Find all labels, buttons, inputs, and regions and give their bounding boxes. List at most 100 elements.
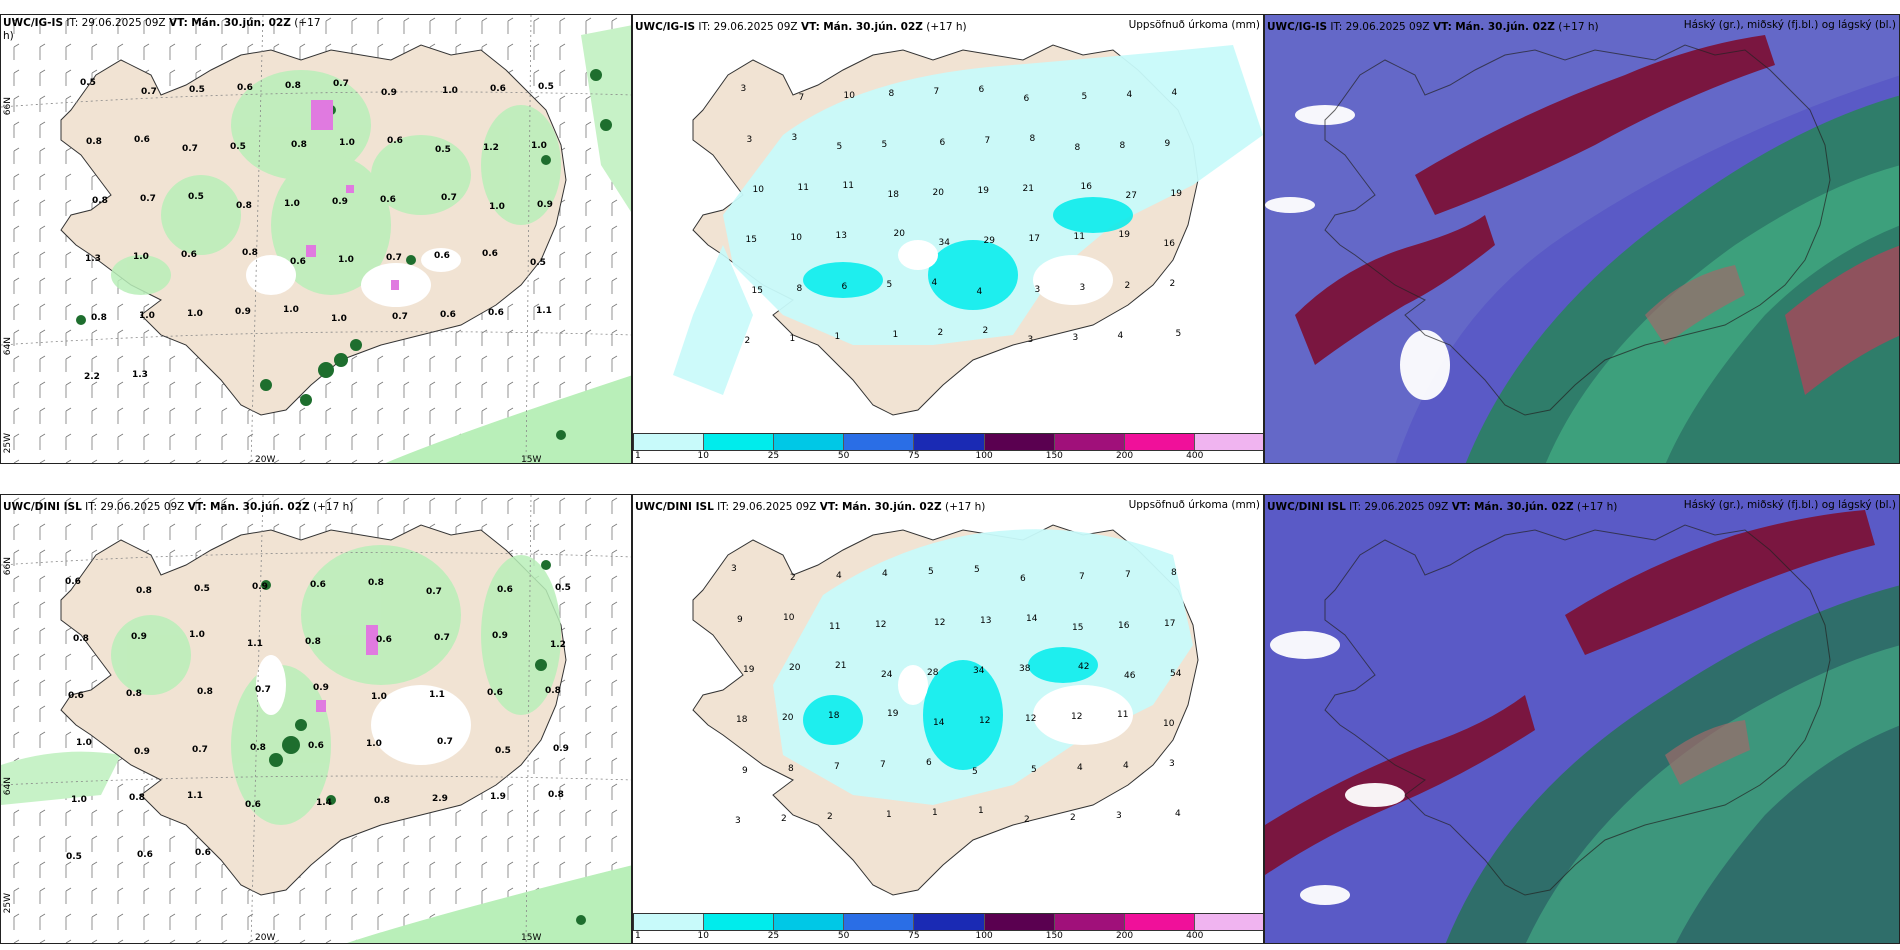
legend-swatch — [634, 914, 705, 930]
map-value-label: 11 — [1073, 232, 1085, 243]
panel-5-accum-precip-dini: UWC/DINI ISL IT: 29.06.2025 09Z VT: Mán.… — [632, 494, 1264, 944]
map-value-label: 0.8 — [305, 637, 321, 647]
legend-swatch — [1054, 434, 1125, 450]
map-value-label: 0.6 — [482, 249, 498, 260]
map-value-label: 0.7 — [182, 144, 198, 154]
map-value-label: 28 — [927, 667, 939, 678]
legend-tick-label: 25 — [767, 451, 780, 461]
map-value-label: 7 — [1079, 572, 1085, 583]
map-value-label: 0.8 — [548, 790, 564, 800]
panel-5-header: UWC/DINI ISL IT: 29.06.2025 09Z VT: Mán.… — [635, 501, 985, 514]
map-value-label: 0.6 — [387, 136, 403, 146]
map-value-label: 6 — [926, 757, 932, 768]
map-value-label: 11 — [797, 182, 809, 193]
map-value-label: 46 — [1124, 670, 1136, 681]
panel-6-lead: (+17 h) — [1577, 501, 1618, 513]
map-value-label: 3 — [1079, 282, 1086, 293]
map-value-label: 1.1 — [429, 690, 445, 701]
map-value-label: 12 — [979, 716, 991, 727]
map-value-label: 0.8 — [545, 686, 561, 697]
map-value-label: 0.5 — [555, 582, 571, 593]
map-value-label: 0.6 — [65, 576, 81, 587]
map-value-label: 1.9 — [490, 792, 506, 802]
map-value-label: 0.6 — [487, 688, 503, 699]
panel-3-lead: (+17 h) — [1558, 21, 1599, 33]
map-value-label: 0.8 — [126, 689, 142, 700]
panel-5-lead: (+17 h) — [945, 501, 986, 513]
map-value-label: 0.7 — [441, 192, 457, 203]
map-value-label: 10 — [752, 184, 764, 195]
map-value-label: 24 — [881, 669, 893, 680]
panel-4-model: UWC/DINI ISL — [3, 501, 82, 513]
map-value-label: 6 — [1020, 574, 1026, 585]
map-value-label: 15 — [751, 285, 763, 296]
map-value-label: 0.5 — [530, 258, 546, 269]
map-value-label: 0.9 — [131, 632, 147, 642]
panel-6-title: Háský (gr.), miðský (fj.bl.) og lágský (… — [1683, 499, 1896, 511]
map-value-label: 19 — [1170, 188, 1182, 199]
legend-swatch — [914, 434, 985, 450]
map-value-label: 2.2 — [84, 371, 100, 382]
map-value-label: 8 — [1171, 568, 1177, 579]
panel-2-accum-precip-igis: UWC/IG-IS IT: 29.06.2025 09Z VT: Mán. 30… — [632, 14, 1264, 464]
map-value-label: 0.8 — [250, 742, 266, 753]
map-value-label: 7 — [984, 135, 991, 146]
map-value-label: 14 — [1026, 613, 1038, 624]
map-value-label: 19 — [1118, 230, 1130, 241]
legend-tick-label: 1 — [635, 451, 641, 461]
map-value-label: 1.0 — [71, 795, 87, 805]
map-value-label: 0.6 — [434, 251, 450, 262]
map-value-label: 4 — [1126, 90, 1133, 101]
map-value-label: 8 — [788, 763, 794, 774]
map-value-label: 0.7 — [437, 736, 453, 747]
map-value-label: 1.3 — [85, 254, 101, 265]
panel-4-precip-wind-dini: UWC/DINI ISL IT: 29.06.2025 09Z VT: Mán.… — [0, 494, 632, 944]
panel-3-it: IT: 29.06.2025 09Z — [1330, 21, 1430, 33]
map-value-label: 1 — [978, 805, 984, 816]
map-value-label: 8 — [1119, 140, 1126, 151]
map-value-label: 11 — [1117, 710, 1129, 721]
map-value-label: 1.4 — [316, 798, 332, 808]
map-value-label: 12 — [934, 617, 946, 628]
map-value-label: 10 — [790, 233, 802, 244]
legend-swatch — [704, 914, 775, 930]
map-value-label: 8 — [796, 283, 803, 294]
map-value-label: 0.8 — [236, 200, 252, 211]
map-value-label: 4 — [1175, 808, 1181, 819]
map-value-label: 34 — [973, 665, 985, 676]
map-value-label: 21 — [835, 660, 847, 671]
panel-1-model: UWC/IG-IS — [3, 17, 64, 29]
panel-5-vt: Mán. 30.jún. 02Z — [841, 501, 942, 513]
map-value-label: 7 — [834, 761, 840, 772]
legend-swatch — [704, 434, 775, 450]
map-value-label: 1.1 — [187, 791, 203, 801]
legend-tick-label: 400 — [1186, 931, 1204, 941]
map-value-label: 54 — [1170, 668, 1182, 679]
legend-swatch — [1054, 914, 1125, 930]
map-value-label: 0.8 — [86, 137, 102, 147]
map-value-label: 0.6 — [380, 194, 396, 205]
panel-1-lead: (+17 — [294, 17, 321, 29]
panel-3-model: UWC/IG-IS — [1267, 21, 1328, 33]
map-value-label: 0.9 — [381, 88, 397, 99]
map-value-label: 0.7 — [333, 79, 349, 90]
map-value-label: 5 — [974, 565, 980, 576]
map-value-label: 2 — [1124, 280, 1131, 291]
legend-tick-label: 10 — [697, 451, 709, 461]
precip-legend-ticks-bottom: 1 10 25 50 75 100 150 200 400 — [633, 931, 1263, 943]
map-value-label: 3 — [740, 84, 747, 95]
map-value-label: 0.8 — [291, 140, 307, 150]
panel-6-vt: Mán. 30.jún. 02Z — [1473, 501, 1574, 513]
map-value-label: 0.5 — [189, 85, 205, 96]
map-value-label: 1 — [892, 329, 899, 340]
map-value-label: 0.7 — [426, 586, 442, 597]
map-value-label: 9 — [1164, 138, 1171, 149]
map-value-label: 0.6 — [497, 584, 513, 595]
lat-label-64n: 64N — [3, 337, 13, 356]
legend-tick-label: 75 — [908, 931, 920, 941]
map-value-label: 13 — [980, 615, 992, 626]
map-value-label: 2 — [827, 811, 833, 822]
legend-tick-label: 100 — [975, 451, 993, 461]
map-value-label: 3 — [791, 132, 798, 143]
map-value-label: 17 — [1164, 618, 1176, 629]
